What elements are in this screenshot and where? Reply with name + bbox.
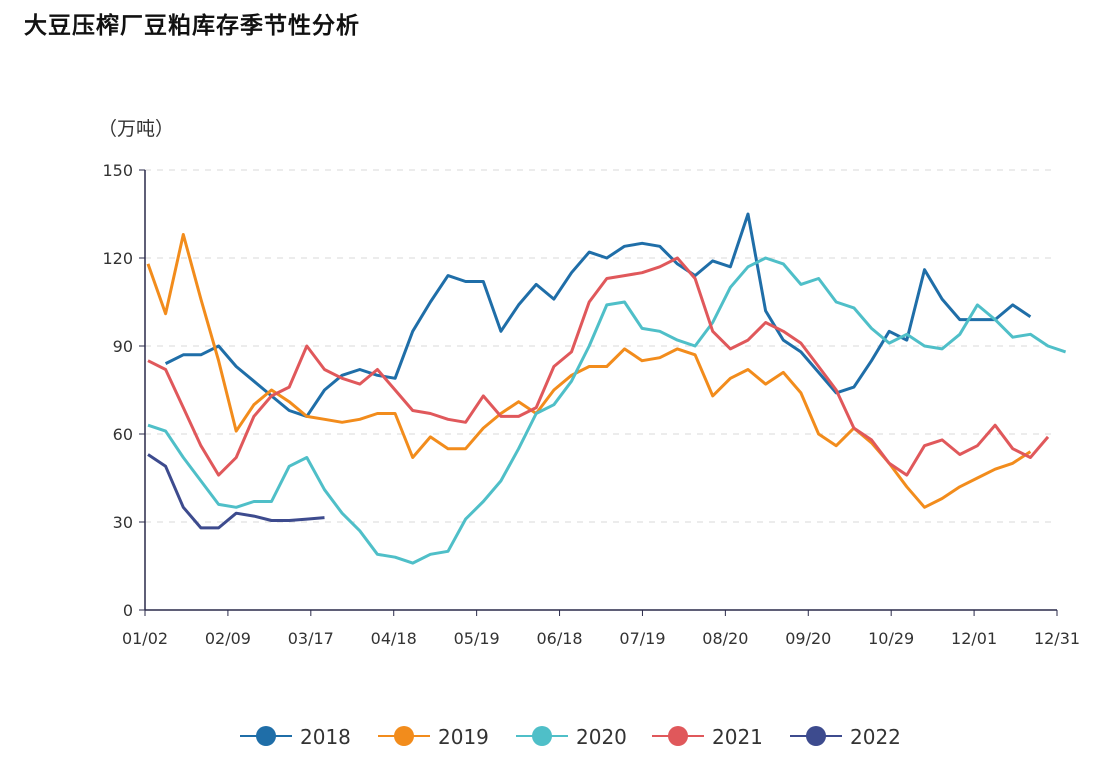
x-tick-label: 07/19: [619, 629, 665, 648]
x-tick-label: 01/02: [122, 629, 168, 648]
legend-marker-2018: [256, 726, 276, 746]
series-line-2018: [164, 212, 1032, 418]
chart-title: 大豆压榨厂豆粕库存季节性分析: [24, 13, 360, 39]
legend-label-2021: 2021: [712, 725, 763, 749]
x-tick-label: 10/29: [868, 629, 914, 648]
x-tick-label: 12/01: [951, 629, 997, 648]
series-line-2021: [147, 256, 1050, 477]
legend-label-2020: 2020: [576, 725, 627, 749]
x-tick-label: 06/18: [536, 629, 582, 648]
legend-marker-2022: [806, 726, 826, 746]
legend-label-2022: 2022: [850, 725, 901, 749]
y-tick-label: 0: [123, 601, 133, 620]
legend-marker-2021: [668, 726, 688, 746]
legend-label-2018: 2018: [300, 725, 351, 749]
x-tick-label: 12/31: [1034, 629, 1080, 648]
y-tick-label: 120: [102, 249, 133, 268]
y-tick-label: 90: [113, 337, 133, 356]
x-tick-label: 04/18: [371, 629, 417, 648]
legend-label-2019: 2019: [438, 725, 489, 749]
x-tick-label: 03/17: [288, 629, 334, 648]
legend-marker-2019: [394, 726, 414, 746]
y-tick-label: 150: [102, 161, 133, 180]
x-tick-label: 05/19: [454, 629, 500, 648]
y-axis-unit-label: （万吨）: [98, 118, 175, 140]
x-tick-label: 02/09: [205, 629, 251, 648]
x-tick-label: 08/20: [702, 629, 748, 648]
legend-marker-2020: [532, 726, 552, 746]
y-tick-label: 60: [113, 425, 133, 444]
x-tick-label: 09/20: [785, 629, 831, 648]
series-line-2020: [147, 256, 1067, 565]
series-line-2022: [147, 453, 325, 530]
series-line-2019: [146, 233, 1032, 509]
y-tick-label: 30: [113, 513, 133, 532]
